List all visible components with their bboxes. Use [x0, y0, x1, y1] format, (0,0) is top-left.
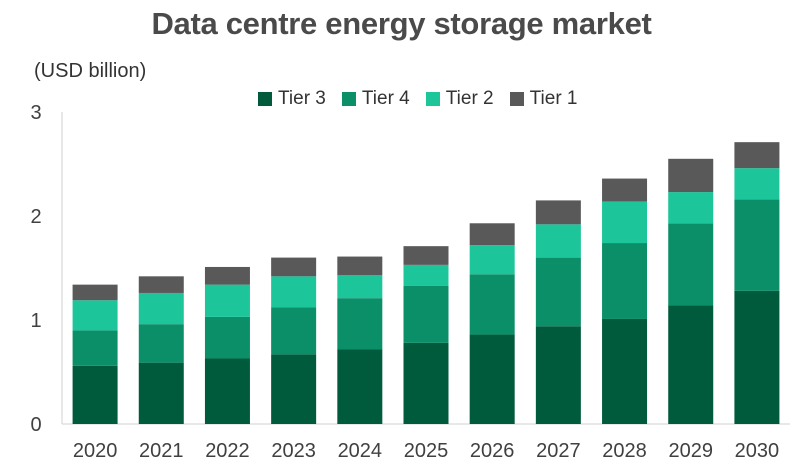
bar-segment-tier-3-2024 [337, 349, 383, 424]
x-tick-label: 2023 [271, 440, 316, 462]
bar-segment-tier-3-2030 [734, 290, 780, 424]
y-tick-label: 1 [30, 310, 41, 332]
bar-segment-tier-2-2026 [469, 245, 515, 275]
x-tick-label: 2027 [536, 440, 581, 462]
bar-segment-tier-4-2022 [204, 316, 250, 359]
bar-segment-tier-2-2025 [403, 264, 449, 286]
bar-segment-tier-4-2025 [403, 285, 449, 343]
bar-segment-tier-2-2022 [204, 284, 250, 317]
bar-segment-tier-2-2020 [72, 300, 118, 331]
bar-segment-tier-3-2020 [72, 365, 118, 424]
bar-segment-tier-2-2029 [668, 192, 714, 224]
bar-segment-tier-1-2025 [403, 246, 449, 265]
bar-segment-tier-4-2023 [271, 307, 317, 355]
bar-segment-tier-1-2030 [734, 142, 780, 169]
bar-segment-tier-4-2030 [734, 199, 780, 291]
bar-segment-tier-4-2024 [337, 298, 383, 350]
bar-segment-tier-1-2021 [138, 276, 184, 293]
bar-segment-tier-4-2028 [602, 243, 648, 319]
bar-segment-tier-2-2024 [337, 275, 383, 299]
bar-segment-tier-4-2020 [72, 330, 118, 366]
legend-swatch-tier-4 [341, 92, 356, 106]
legend-label-tier-4: Tier 4 [361, 88, 410, 109]
legend-label-tier-2: Tier 2 [445, 88, 494, 109]
bar-segment-tier-1-2022 [204, 266, 250, 285]
legend-item-tier-4: Tier 4 [341, 88, 410, 110]
bar-segment-tier-4-2029 [668, 223, 714, 306]
legend-label-tier-1: Tier 1 [529, 88, 578, 109]
bar-segment-tier-1-2026 [469, 223, 515, 246]
bar-segment-tier-3-2023 [271, 354, 317, 424]
legend: Tier 3 Tier 4 Tier 2 Tier 1 [258, 88, 578, 110]
bar-segment-tier-2-2027 [535, 224, 581, 258]
bar-segment-tier-2-2030 [734, 168, 780, 200]
bar-segment-tier-4-2027 [535, 257, 581, 327]
legend-item-tier-3: Tier 3 [258, 88, 326, 110]
x-tick-label: 2020 [73, 440, 118, 462]
x-tick-label: 2021 [139, 440, 184, 462]
bar-segment-tier-2-2021 [138, 292, 184, 325]
bar-segment-tier-3-2029 [668, 305, 714, 424]
x-tick-label: 2029 [668, 440, 713, 462]
bar-segment-tier-4-2021 [138, 324, 184, 363]
bar-segment-tier-3-2021 [138, 362, 184, 424]
bar-segment-tier-3-2028 [602, 318, 648, 424]
y-axis-label: (USD billion) [34, 60, 147, 82]
bar-segment-tier-2-2023 [271, 276, 317, 308]
y-tick-label: 3 [30, 102, 41, 124]
legend-swatch-tier-3 [258, 92, 272, 106]
bar-segment-tier-1-2024 [337, 256, 383, 276]
bar-segment-tier-1-2029 [668, 158, 714, 193]
legend-item-tier-2: Tier 2 [425, 88, 494, 110]
y-tick-label: 2 [30, 206, 41, 228]
legend-swatch-tier-2 [425, 92, 440, 106]
y-tick-label: 0 [30, 414, 41, 436]
x-tick-label: 2030 [735, 440, 780, 462]
legend-label-tier-3: Tier 3 [278, 88, 326, 109]
bar-segment-tier-3-2022 [204, 358, 250, 424]
bar-segment-tier-1-2028 [602, 178, 648, 202]
legend-item-tier-1: Tier 1 [509, 88, 578, 110]
bar-segment-tier-1-2027 [535, 200, 581, 225]
bar-segment-tier-4-2026 [469, 274, 515, 335]
bar-segment-tier-1-2020 [72, 284, 118, 301]
bar-segment-tier-1-2023 [271, 257, 317, 277]
x-tick-label: 2024 [338, 440, 383, 462]
bar-segment-tier-3-2025 [403, 342, 449, 424]
legend-swatch-tier-1 [509, 92, 524, 106]
x-tick-label: 2026 [470, 440, 515, 462]
bar-segment-tier-3-2026 [469, 334, 515, 424]
bar-segment-tier-2-2028 [602, 201, 648, 244]
chart-title: Data centre energy storage market [151, 6, 652, 41]
x-tick-label: 2025 [404, 440, 449, 462]
x-tick-label: 2022 [205, 440, 250, 462]
bar-segment-tier-3-2027 [535, 326, 581, 424]
x-tick-label: 2028 [602, 440, 647, 462]
